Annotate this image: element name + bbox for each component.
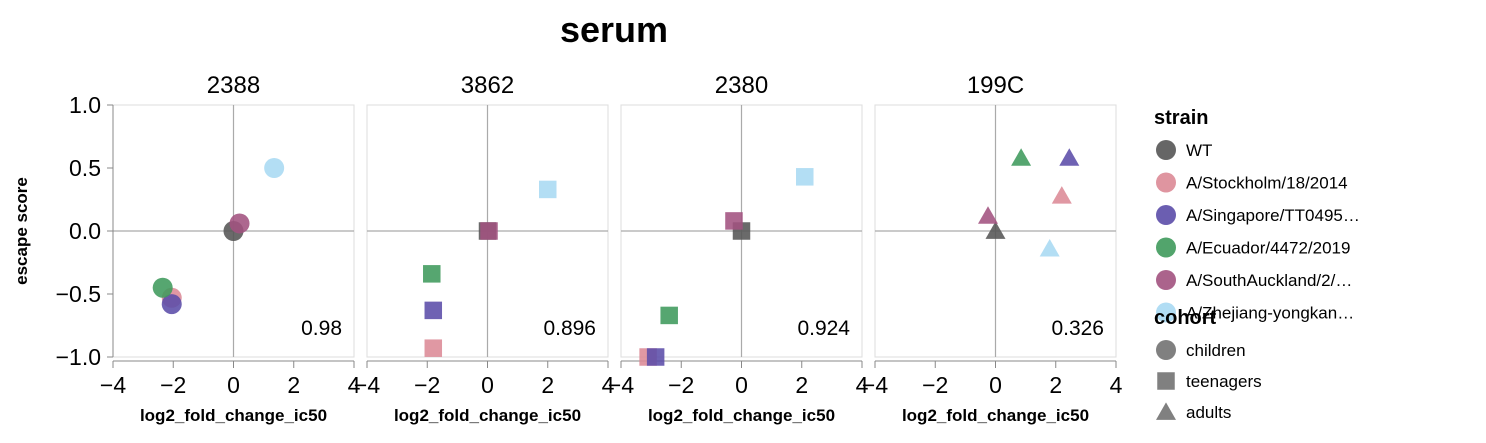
data-point <box>1039 239 1060 257</box>
x-tick-label: 2 <box>1049 372 1062 398</box>
legend-label: A/Singapore/TT0495… <box>1186 206 1360 225</box>
data-point <box>660 306 678 325</box>
legend-label: A/SouthAuckland/2/… <box>1186 271 1352 290</box>
data-point <box>985 221 1006 239</box>
legend: strain WT A/Stockholm/18/2014 A/Singapore/T… <box>1154 107 1360 422</box>
legend-shape <box>1157 372 1175 390</box>
x-tick-label: −2 <box>160 372 186 398</box>
y-tick-label: 1.0 <box>69 92 101 118</box>
legend-swatch <box>1156 205 1176 225</box>
facet-2380: 2380 −4 −2 0 2 4 log2_fold_change_ic50 0.924 <box>608 72 869 425</box>
data-points <box>152 158 285 315</box>
x-tick-label: 0 <box>735 372 748 398</box>
legend-swatch <box>1156 237 1176 258</box>
correlation-label: 0.896 <box>543 317 596 340</box>
x-axis-title: log2_fold_change_ic50 <box>648 406 835 425</box>
data-point <box>480 222 498 240</box>
legend-swatch <box>1156 270 1176 290</box>
x-tick-label: 4 <box>602 372 615 398</box>
data-point <box>264 158 285 178</box>
legend-label: A/Zhejiang-yongkan… <box>1186 304 1354 323</box>
x-tick-label: −4 <box>354 372 380 398</box>
data-point <box>539 180 557 199</box>
data-point <box>423 265 441 283</box>
legend-shape <box>1156 402 1176 420</box>
x-axis-title: log2_fold_change_ic50 <box>140 406 327 425</box>
facet-3862: 3862 −4 −2 0 2 4 log2_fold_change_ic50 0.896 <box>354 72 615 425</box>
data-point <box>152 277 173 298</box>
legend-label: A/Ecuador/4472/2019 <box>1186 239 1350 258</box>
facet-title: 3862 <box>461 72 514 99</box>
legend-title-cohort: cohort <box>1154 307 1217 329</box>
x-tick-label: −4 <box>862 372 888 398</box>
chart-title: serum <box>560 9 668 50</box>
y-tick-label: 0.0 <box>69 218 101 244</box>
legend-label: WT <box>1186 141 1212 160</box>
x-axis-title: log2_fold_change_ic50 <box>394 406 581 425</box>
facets: 2388 1.0 0.5 0.0 −0.5 −1.0 escape score −4 −2 0 2 4… <box>12 72 1123 425</box>
x-tick-label: 0 <box>227 372 240 398</box>
facet-2388: 2388 1.0 0.5 0.0 −0.5 −1.0 escape score −4 −2 0 2 4… <box>12 72 361 425</box>
legend-swatch <box>1156 172 1176 193</box>
correlation-label: 0.98 <box>301 317 342 340</box>
data-point <box>1059 148 1080 166</box>
x-tick-label: 4 <box>1110 372 1123 398</box>
x-tick-label: −2 <box>414 372 440 398</box>
data-point <box>725 212 743 230</box>
y-axis-title: escape score <box>12 177 31 285</box>
data-point <box>646 348 665 366</box>
legend-title-strain: strain <box>1154 107 1208 129</box>
legend-label: adults <box>1186 403 1231 422</box>
facet-199C: 199C −4 −2 0 2 4 log2_fold_change_ic50 0.326 <box>862 72 1123 425</box>
data-point <box>424 301 443 320</box>
x-tick-label: 0 <box>989 372 1002 398</box>
x-tick-label: 4 <box>348 372 361 398</box>
x-axis-title: log2_fold_change_ic50 <box>902 406 1089 425</box>
x-tick-label: −2 <box>922 372 948 398</box>
legend-swatch <box>1156 302 1176 323</box>
y-tick-label: −1.0 <box>56 344 101 370</box>
data-points <box>978 148 1080 257</box>
data-point <box>161 294 182 315</box>
legend-label: teenagers <box>1186 372 1262 391</box>
correlation-label: 0.326 <box>1051 317 1104 340</box>
data-point <box>1051 186 1072 204</box>
legend-label: A/Stockholm/18/2014 <box>1186 174 1348 193</box>
x-tick-label: −2 <box>668 372 694 398</box>
y-tick-label: 0.5 <box>69 155 101 181</box>
data-point <box>1011 148 1032 166</box>
x-tick-label: 4 <box>856 372 869 398</box>
facet-title: 199C <box>967 72 1024 99</box>
legend-label: children <box>1186 341 1246 360</box>
x-tick-label: 0 <box>481 372 494 398</box>
data-points <box>423 180 557 357</box>
data-points <box>639 168 814 366</box>
facet-title: 2388 <box>207 72 260 99</box>
x-tick-label: 2 <box>541 372 554 398</box>
y-tick-label: −0.5 <box>56 281 101 307</box>
data-point <box>229 213 250 234</box>
data-point <box>978 206 998 224</box>
x-tick-label: 2 <box>795 372 808 398</box>
legend-shape <box>1156 340 1176 360</box>
facet-title: 2380 <box>715 72 768 99</box>
x-tick-label: −4 <box>608 372 634 398</box>
legend-swatch <box>1156 140 1176 160</box>
x-tick-label: −4 <box>100 372 126 398</box>
x-tick-label: 2 <box>287 372 300 398</box>
correlation-label: 0.924 <box>797 317 850 340</box>
data-point <box>424 339 443 357</box>
data-point <box>796 168 814 186</box>
